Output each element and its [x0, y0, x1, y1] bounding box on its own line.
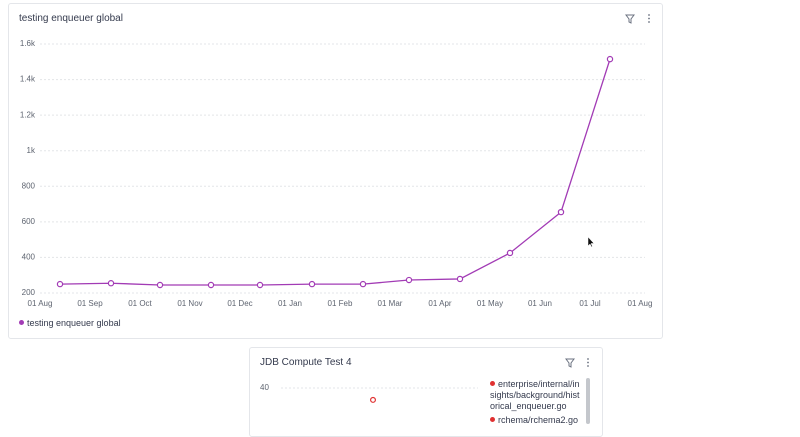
data-point [606, 55, 614, 63]
menu-dot[interactable] [648, 17, 650, 20]
x-tick-label: 01 Oct [128, 299, 152, 308]
page: testing enqueuer global JDB Compute Test… [8, 3, 663, 437]
data-point [557, 208, 565, 216]
panel-title: JDB Compute Test 4 [260, 357, 352, 368]
x-tick-label: 01 Nov [177, 299, 202, 308]
data-point [56, 280, 64, 288]
x-tick-label: 01 Aug [628, 299, 653, 308]
data-point [156, 281, 164, 289]
data-point [405, 276, 413, 284]
y-tick-label: 400 [22, 253, 36, 262]
data-point [308, 280, 316, 288]
legend-label: enterprise/internal/insights/background/… [490, 379, 580, 411]
x-tick-label: 01 Feb [328, 299, 353, 308]
y-tick-label: 1.6k [20, 39, 36, 48]
menu-icons [587, 14, 650, 367]
x-tick-label: 01 Aug [28, 299, 53, 308]
legend-item: rchema/rchema2.go [490, 415, 584, 426]
data-point [506, 249, 514, 257]
legend-swatch [490, 417, 495, 422]
legend-label: rchema/rchema2.go [498, 415, 579, 425]
x-tick-label: 01 Jul [579, 299, 601, 308]
legend-swatch [19, 320, 24, 325]
y-tick-label: 1k [27, 146, 36, 155]
filter-icon[interactable] [565, 358, 575, 368]
legend-label: testing enqueuer global [27, 318, 121, 328]
panel-title: testing enqueuer global [19, 13, 123, 24]
x-tick-label: 01 Dec [227, 299, 252, 308]
y-tick-label: 600 [22, 217, 36, 226]
x-tick-label: 01 Apr [428, 299, 451, 308]
menu-dot[interactable] [648, 14, 650, 16]
x-tick-label: 01 Sep [77, 299, 103, 308]
x-tick-label: 01 Jan [278, 299, 302, 308]
data-point [359, 280, 367, 288]
y-tick-label: 200 [22, 288, 36, 297]
y-tick-label: 1.2k [20, 110, 36, 119]
legend-item: enterprise/internal/insights/background/… [490, 379, 584, 412]
menu-dot[interactable] [587, 365, 589, 367]
y-tick-label: 800 [22, 181, 36, 190]
filter-icon[interactable] [625, 14, 635, 24]
y-tick-label: 40 [260, 383, 269, 392]
x-tick-label: 01 Mar [378, 299, 403, 308]
menu-dot[interactable] [587, 358, 589, 360]
menu-dot[interactable] [587, 361, 589, 364]
y-tick-label: 1.4k [20, 75, 36, 84]
series-line [59, 58, 611, 286]
menu-dot[interactable] [648, 21, 650, 23]
toolbar-icons [565, 14, 635, 368]
data-point [256, 281, 264, 289]
x-tick-label: 01 May [477, 299, 503, 308]
cursor [587, 236, 595, 248]
data-point [370, 396, 377, 403]
chart: 200 400 600 800 1k 1.2k 1.4k 1.6k 01 Aug 01 Sep 01… [20, 14, 653, 424]
legend: enterprise/internal/insights/background/… [490, 379, 584, 426]
data-point [207, 281, 215, 289]
legend-item: testing enqueuer global [19, 318, 121, 329]
chart-panel [249, 347, 603, 437]
scrollbar[interactable] [586, 378, 590, 424]
x-tick-label: 01 Jun [528, 299, 552, 308]
legend-swatch [490, 381, 495, 386]
data-point [107, 280, 115, 287]
data-point [456, 275, 464, 283]
